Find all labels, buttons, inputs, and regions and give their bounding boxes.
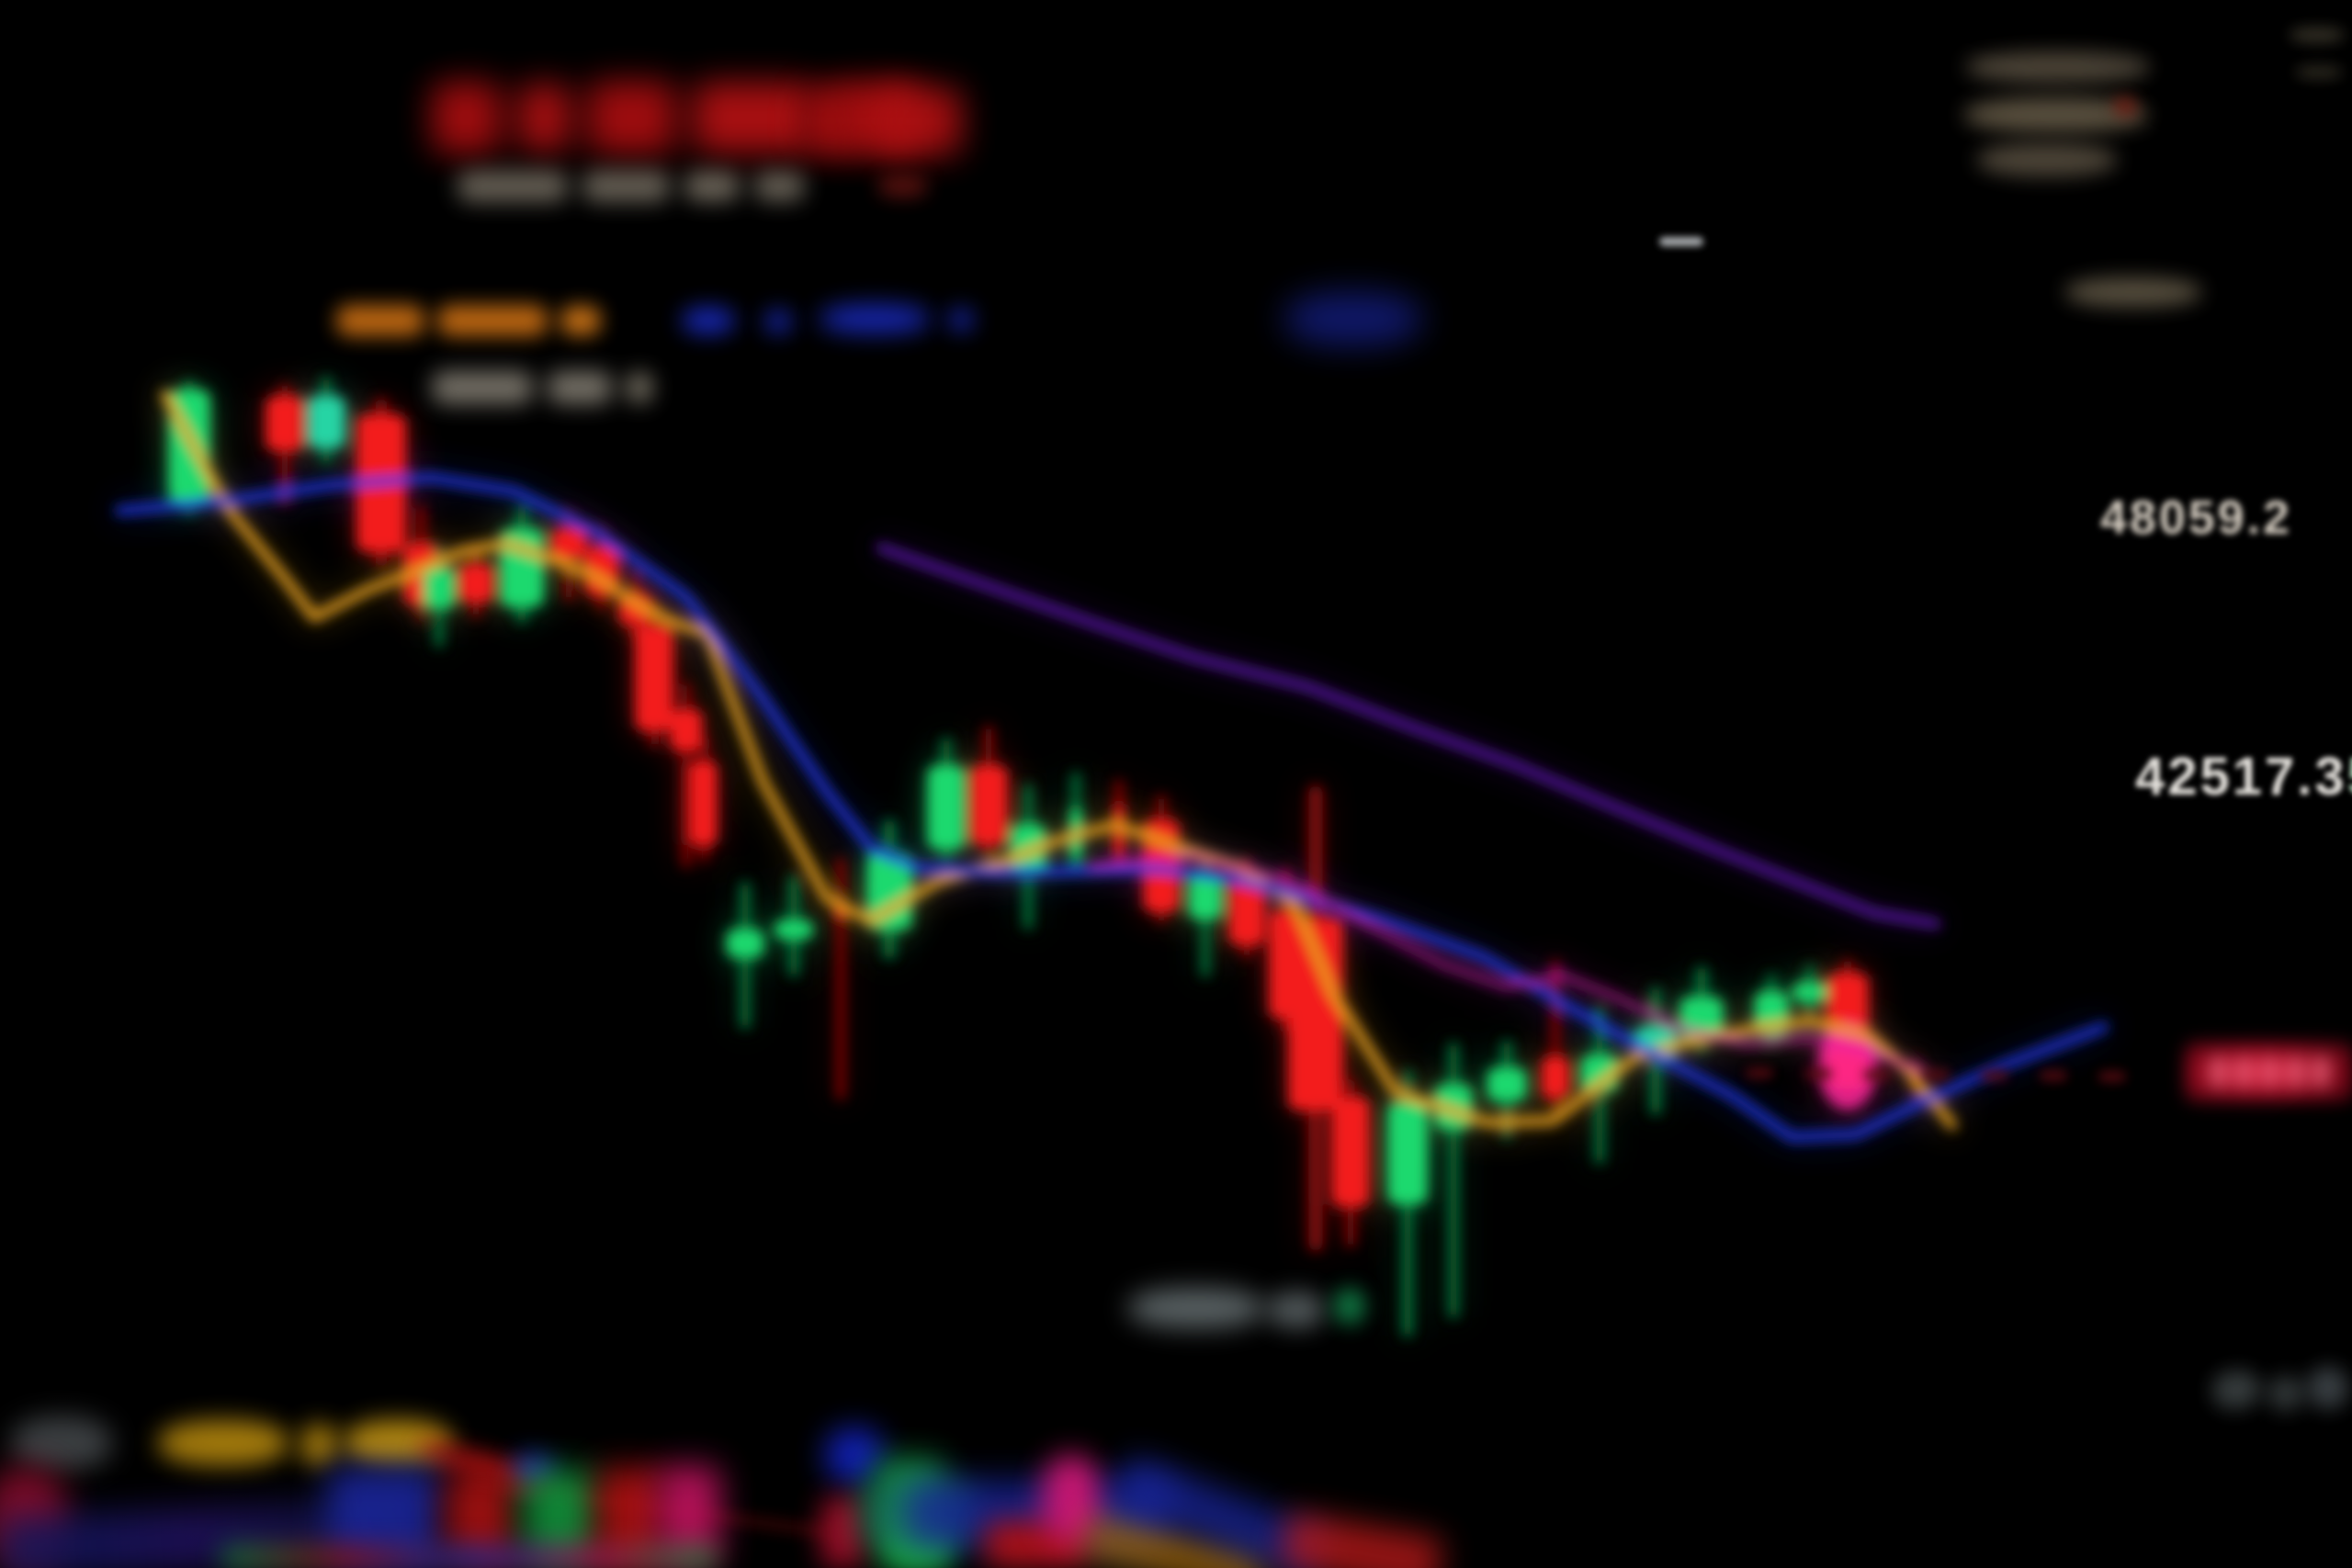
blurred-timeframe-label	[11, 1416, 112, 1470]
candle-body	[1332, 1098, 1369, 1206]
candle-body	[308, 397, 345, 447]
candle-body	[458, 565, 493, 602]
white-dash-marker	[1659, 237, 1703, 246]
blurred-blue-segment	[764, 310, 792, 333]
chart-main-layer	[115, 377, 2109, 1337]
candle-body	[1189, 877, 1222, 919]
candle-body	[1229, 882, 1264, 944]
blurred-red-dot	[2113, 96, 2137, 117]
candle-body	[928, 766, 965, 849]
blurred-red-dot	[877, 175, 928, 197]
blurred-blue-glow	[1284, 292, 1422, 345]
blurred-watermark-text	[1128, 1288, 1264, 1328]
candle-body	[636, 626, 673, 730]
candle-body	[775, 920, 813, 939]
candle-body	[1792, 983, 1827, 1001]
price-line-dash	[1804, 1068, 1832, 1079]
blurred-gray-text-row-2	[432, 371, 652, 404]
blurred-blue-segment	[948, 308, 974, 332]
price-axis-label-lower-text: 42517.3	[2135, 747, 2347, 807]
bottom-edge-color-stripes	[220, 1545, 717, 1568]
blurred-tan-text-row	[1966, 51, 2150, 83]
blurred-orange-text-row	[336, 305, 601, 336]
price-axis-label-partial-digit: 5	[2347, 746, 2352, 807]
candle-body	[691, 761, 717, 845]
candle-body	[1388, 1102, 1427, 1203]
price-axis-label-lower: 42517.35	[2135, 746, 2352, 807]
candle-body	[424, 568, 455, 608]
price-line-dash	[1981, 1070, 2008, 1081]
candle-body	[1542, 1057, 1569, 1098]
current-price-tag	[2185, 1042, 2352, 1102]
price-line-dash	[1746, 1067, 1773, 1078]
candle-body	[1487, 1068, 1526, 1100]
price-line-dash	[1863, 1069, 1891, 1080]
blurred-gray-text-row	[458, 171, 805, 202]
blurred-tan-text-row	[2065, 277, 2201, 307]
blurred-blue-segment	[820, 304, 930, 333]
price-line-dash	[1922, 1069, 1950, 1080]
price-axis-label-upper: 48059.2	[2100, 491, 2292, 545]
blurred-red-text-row-2	[804, 87, 962, 155]
blurred-yellow-text	[300, 1424, 338, 1466]
candle-body	[970, 766, 1007, 844]
blurred-blue-segment	[682, 307, 735, 334]
blurred-corner-text	[2290, 28, 2345, 42]
blurred-corner-text	[2295, 66, 2343, 78]
price-line-dash	[2040, 1070, 2067, 1081]
blurred-watermark-text	[1268, 1292, 1325, 1328]
candle-body	[266, 397, 303, 450]
candle-body	[551, 529, 586, 558]
candle-body	[727, 930, 763, 957]
blurred-yellow-text	[158, 1420, 288, 1466]
green-marker-dot	[1334, 1288, 1365, 1325]
blurred-tan-text-row	[1977, 143, 2117, 176]
price-line-dash	[2098, 1071, 2126, 1082]
candle-body	[671, 710, 702, 750]
